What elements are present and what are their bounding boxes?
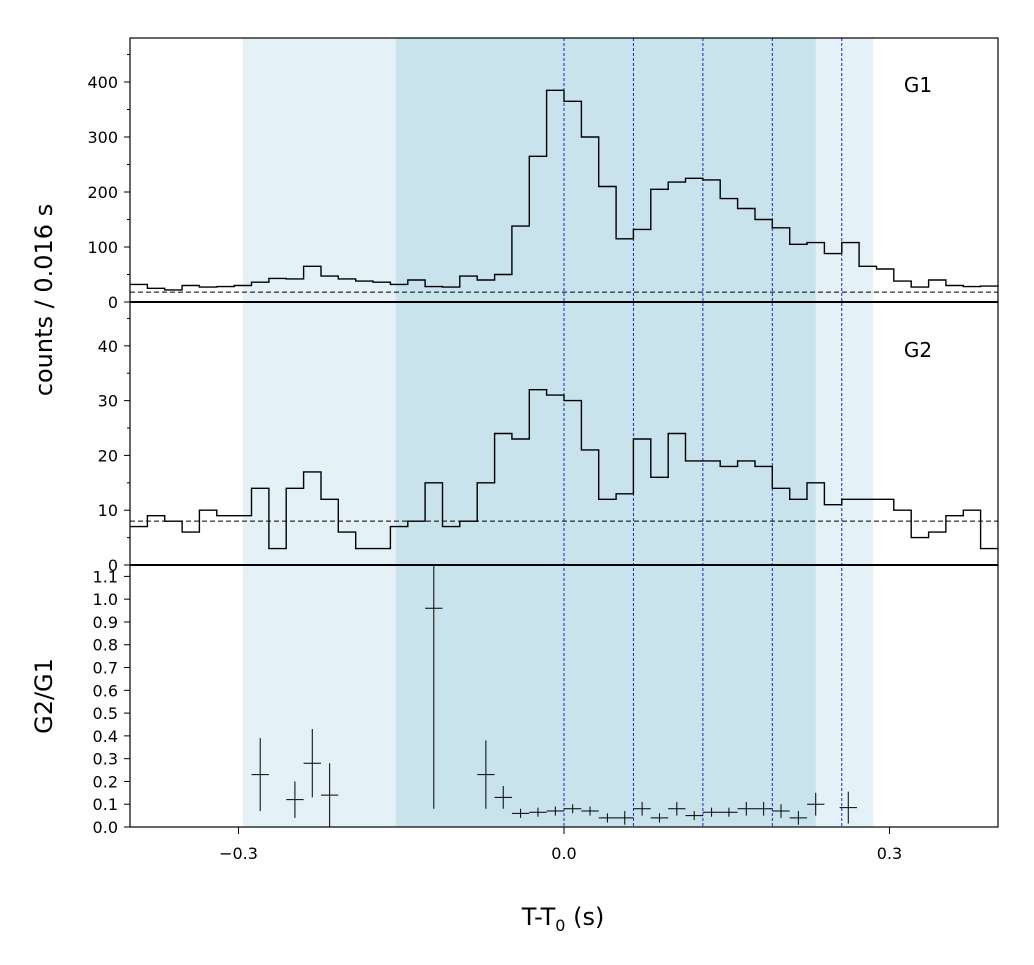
ytick-label-ratio: 0.4 <box>93 727 118 746</box>
xtick-label: 0.3 <box>877 844 902 863</box>
ytick-label-G1: 200 <box>87 183 118 202</box>
ytick-label-ratio: 0.6 <box>93 681 118 700</box>
ytick-label-ratio: 0.5 <box>93 704 118 723</box>
panel-label-g1: G1 <box>904 73 932 97</box>
ytick-label-G1: 300 <box>87 128 118 147</box>
ytick-label-G2: 30 <box>98 392 118 411</box>
panel-label-g2: G2 <box>904 338 932 362</box>
x-axis-label-unit: (s) <box>565 903 604 931</box>
histogram-G2 <box>130 389 998 550</box>
x-axis-label-main: T-T <box>521 903 556 931</box>
ytick-label-G1: 100 <box>87 238 118 257</box>
xtick-label: −0.3 <box>219 844 258 863</box>
ytick-label-G2: 20 <box>98 446 118 465</box>
interval-boundaries <box>563 38 843 827</box>
shaded-region-dark <box>395 38 816 827</box>
ytick-label-ratio: 0.9 <box>93 613 118 632</box>
ytick-label-G2: 0 <box>108 556 118 575</box>
axes: 0 100 200 300 400 0 10 20 30 40 0.0 0.1 0.2 0.3 0.4 0.5… <box>87 37 999 863</box>
data-series <box>130 89 998 827</box>
ytick-label-ratio: 0.7 <box>93 659 118 678</box>
xtick-label: 0.0 <box>551 844 576 863</box>
x-axis-label: T-T0 (s) <box>521 903 605 935</box>
x-axis-label-sub: 0 <box>555 916 565 935</box>
ytick-label-G2: 40 <box>98 337 118 356</box>
ytick-label-ratio: 0.1 <box>93 795 118 814</box>
shaded-intervals <box>242 38 874 827</box>
ytick-label-ratio: 0.3 <box>93 750 118 769</box>
ytick-label-ratio: 1.1 <box>93 567 118 586</box>
ytick-label-ratio: 1.0 <box>93 590 118 609</box>
ytick-label-G2: 10 <box>98 501 118 520</box>
ytick-label-ratio: 0.8 <box>93 636 118 655</box>
ytick-label-ratio: 0.0 <box>93 818 118 837</box>
y-axis-label-ratio: G2/G1 <box>30 658 58 734</box>
ytick-label-ratio: 0.2 <box>93 772 118 791</box>
histogram-G1 <box>130 89 998 291</box>
y-axis-label-counts: counts / 0.016 s <box>30 204 58 396</box>
ytick-label-G1: 0 <box>108 293 118 312</box>
ytick-label-G1: 400 <box>87 73 118 92</box>
